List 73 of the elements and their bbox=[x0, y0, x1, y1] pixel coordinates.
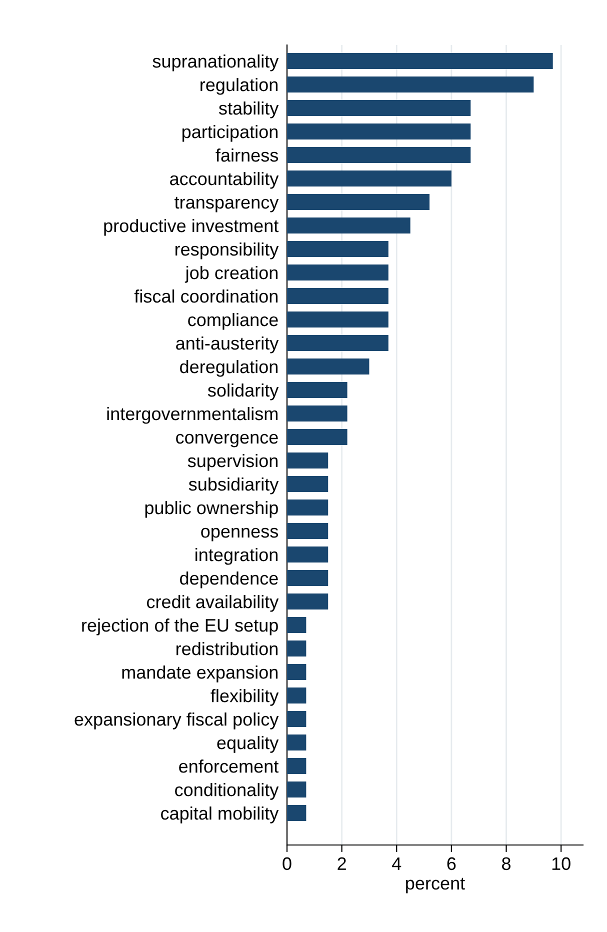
bar bbox=[287, 688, 306, 704]
bar bbox=[287, 782, 306, 798]
bar bbox=[287, 500, 328, 516]
bar bbox=[287, 170, 452, 186]
bar bbox=[287, 382, 348, 398]
bar bbox=[287, 194, 430, 210]
y-tick-label: dependence bbox=[180, 571, 278, 588]
y-tick-label: fiscal coordination bbox=[134, 289, 278, 303]
y-tick-label: fairness bbox=[216, 148, 278, 162]
bar bbox=[287, 711, 306, 728]
y-tick-label: transparency bbox=[174, 196, 279, 212]
y-tick-label: credit availability bbox=[146, 594, 279, 612]
bar bbox=[287, 147, 471, 163]
bar bbox=[287, 312, 388, 328]
y-tick-label: productive investment bbox=[104, 218, 279, 236]
bar bbox=[287, 664, 306, 680]
bar bbox=[287, 617, 306, 634]
y-tick-label: accountability bbox=[170, 172, 279, 189]
bar bbox=[287, 758, 306, 774]
x-tick-label: 10 bbox=[552, 857, 570, 870]
y-tick-label: supervision bbox=[188, 454, 278, 471]
bar bbox=[287, 805, 306, 822]
bar bbox=[287, 52, 553, 69]
bar bbox=[287, 523, 328, 540]
bar bbox=[287, 734, 306, 751]
x-tick-label: 2 bbox=[338, 857, 346, 870]
y-tick-label: job creation bbox=[184, 266, 278, 283]
y-tick-label: compliance bbox=[188, 312, 278, 330]
y-tick-label: solidarity bbox=[208, 383, 279, 400]
bar bbox=[287, 640, 306, 657]
bar bbox=[287, 123, 471, 140]
bar bbox=[287, 594, 328, 610]
y-tick-label: intergovernmentalism bbox=[107, 406, 278, 424]
bar bbox=[287, 100, 471, 116]
y-tick-label: rejection of the EU setup bbox=[82, 618, 278, 636]
y-tick-label: flexibility bbox=[210, 688, 279, 706]
bar bbox=[287, 452, 328, 468]
y-tick-label: supranationality bbox=[152, 54, 279, 72]
x-tick-label: 0 bbox=[282, 857, 292, 870]
bar bbox=[287, 76, 534, 92]
bar bbox=[287, 476, 328, 492]
bar bbox=[287, 570, 328, 586]
y-tick-label: subsidiarity bbox=[188, 477, 279, 494]
y-tick-label: deregulation bbox=[180, 360, 278, 377]
y-tick-label: integration bbox=[196, 548, 278, 565]
y-tick-label: stability bbox=[218, 101, 279, 118]
y-tick-label: expansionary fiscal policy bbox=[74, 712, 279, 730]
x-axis-title: percent bbox=[406, 878, 465, 894]
bar bbox=[287, 406, 348, 422]
y-tick-label: anti-austerity bbox=[176, 336, 279, 354]
bar bbox=[287, 264, 388, 280]
y-tick-label: participation bbox=[182, 124, 278, 142]
y-tick-label: capital mobility bbox=[161, 806, 279, 824]
y-tick-label: equality bbox=[217, 736, 279, 753]
y-tick-label: enforcement bbox=[179, 760, 279, 773]
bar bbox=[287, 241, 388, 257]
y-tick-label: public ownership bbox=[145, 500, 278, 518]
x-tick-label: 6 bbox=[447, 857, 456, 870]
y-tick-label: mandate expansion bbox=[122, 665, 278, 682]
bar bbox=[287, 546, 328, 563]
bar bbox=[287, 218, 410, 234]
bar bbox=[287, 358, 370, 374]
x-tick-label: 8 bbox=[502, 857, 510, 870]
y-tick-label: conditionality bbox=[175, 782, 279, 800]
y-tick-label: redistribution bbox=[176, 642, 278, 656]
bar bbox=[287, 288, 388, 304]
bar bbox=[287, 429, 348, 445]
y-tick-label: responsibility bbox=[176, 242, 279, 260]
y-tick-label: regulation bbox=[200, 78, 278, 95]
y-tick-label: openness bbox=[201, 528, 278, 542]
y-tick-label: convergence bbox=[176, 434, 278, 448]
x-tick-label: 4 bbox=[392, 857, 402, 870]
bar bbox=[287, 335, 388, 351]
